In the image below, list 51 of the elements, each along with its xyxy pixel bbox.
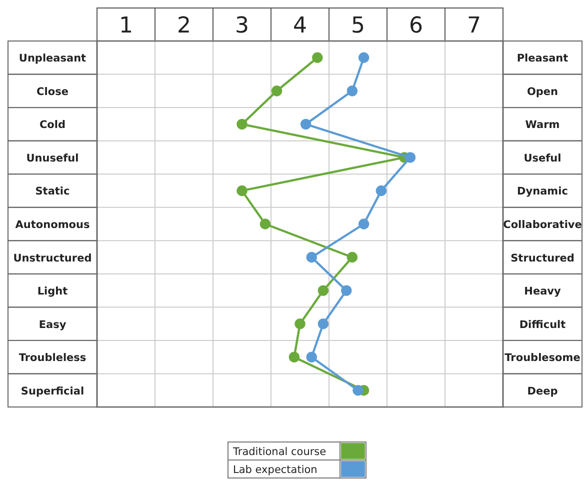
y2-tick-label: Pleasant bbox=[516, 52, 568, 65]
point bbox=[318, 318, 329, 330]
y2-tick-label: Difficult bbox=[519, 318, 566, 331]
y-tick-label: Cold bbox=[39, 119, 66, 132]
y2-tick-label: Troublesome bbox=[504, 352, 580, 364]
point bbox=[288, 352, 300, 362]
y2-tick-label: Collaborative bbox=[503, 219, 582, 231]
y2-tick-label: Useful bbox=[524, 152, 562, 164]
point bbox=[358, 52, 370, 63]
y-tick-label: Autonomous bbox=[15, 219, 90, 231]
point bbox=[271, 86, 282, 96]
x-tick-label: 1 bbox=[119, 14, 133, 38]
y2-tick-label: Warm bbox=[525, 119, 560, 132]
y2-tick-label: Dynamic bbox=[517, 186, 568, 198]
x-tick-label: 6 bbox=[409, 14, 423, 38]
point bbox=[346, 86, 358, 96]
point bbox=[312, 52, 323, 63]
point bbox=[306, 252, 317, 263]
x-tick-label: 5 bbox=[351, 14, 365, 38]
y-tick-label: Static bbox=[35, 186, 70, 198]
y-tick-label: Unstructured bbox=[13, 252, 92, 264]
point bbox=[294, 318, 306, 330]
point bbox=[260, 218, 271, 230]
legend-label: Traditional course bbox=[232, 446, 326, 458]
x-tick-label: 2 bbox=[177, 14, 191, 38]
y-tick-label: Light bbox=[37, 286, 68, 298]
y2-tick-label: Heavy bbox=[524, 286, 561, 298]
y2-tick-label: Structured bbox=[510, 252, 574, 264]
y-tick-label: Superficial bbox=[20, 385, 84, 398]
point bbox=[341, 285, 352, 296]
y-tick-label: Close bbox=[36, 86, 68, 98]
y2-tick-label: Deep bbox=[527, 385, 558, 398]
y-tick-label: Troubleless bbox=[18, 352, 86, 364]
point bbox=[306, 352, 317, 362]
x-tick-label: 4 bbox=[293, 14, 307, 38]
y-tick-label: Unuseful bbox=[26, 152, 79, 164]
point bbox=[236, 185, 248, 196]
point bbox=[376, 185, 387, 196]
x-tick-label: 3 bbox=[235, 14, 249, 38]
x-tick-label: 7 bbox=[467, 14, 481, 38]
point bbox=[358, 218, 370, 230]
y2-tick-label: Open bbox=[526, 86, 558, 98]
point bbox=[346, 252, 358, 263]
point bbox=[352, 385, 364, 396]
point bbox=[236, 118, 248, 130]
point bbox=[300, 118, 312, 130]
point bbox=[404, 152, 416, 163]
y-tick-label: Easy bbox=[38, 318, 66, 331]
y-tick-label: Unpleasant bbox=[18, 52, 86, 65]
point bbox=[318, 285, 329, 296]
legend-label: Lab expectation bbox=[233, 464, 318, 476]
